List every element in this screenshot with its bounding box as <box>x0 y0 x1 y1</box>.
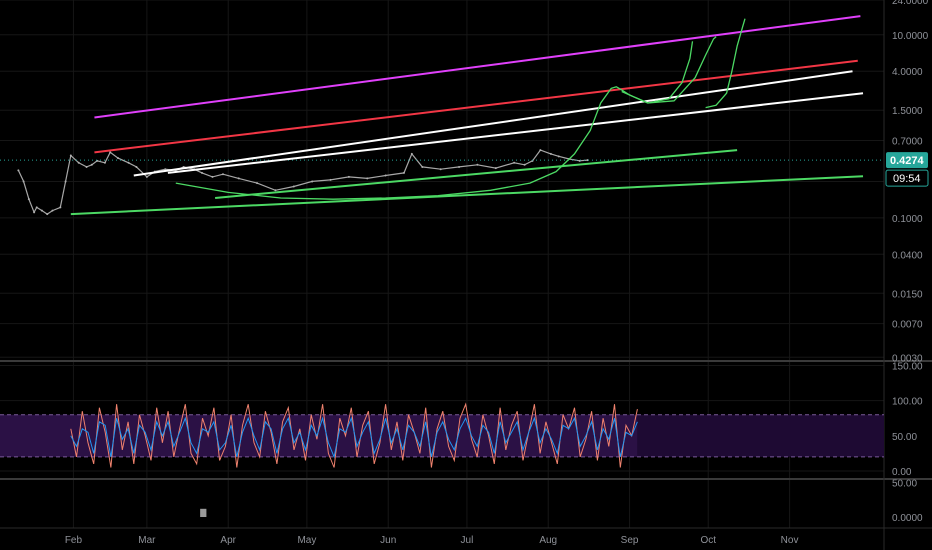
countdown-label: 09:54 <box>893 173 921 185</box>
x-tick-label: Aug <box>539 535 557 546</box>
trendline[interactable] <box>167 92 864 174</box>
price-point <box>40 209 43 212</box>
price-point <box>59 206 62 209</box>
projection-curve[interactable] <box>621 41 694 104</box>
price-point <box>64 180 67 183</box>
price-point <box>347 175 350 178</box>
oscillator-tick-label: 100.00 <box>892 397 923 408</box>
price-label-badge <box>886 152 928 169</box>
x-tick-label: Sep <box>621 535 639 546</box>
price-point <box>46 213 49 216</box>
price-tick-label: 0.1000 <box>892 214 923 225</box>
price-point <box>476 163 479 166</box>
oscillator-line[interactable] <box>70 416 638 459</box>
price-tick-label: 1.5000 <box>892 106 923 117</box>
volume-bar <box>200 508 207 517</box>
price-point <box>145 175 148 178</box>
x-tick-label: Mar <box>138 535 156 546</box>
price-tick-label: 24.0000 <box>892 0 929 7</box>
price-point <box>117 157 120 160</box>
price-point <box>513 161 516 164</box>
price-point <box>109 151 112 154</box>
price-point <box>384 174 387 177</box>
price-point <box>439 168 442 171</box>
price-tick-label: 0.0400 <box>892 250 923 261</box>
price-point <box>135 165 138 168</box>
price-tick-label: 0.0030 <box>892 353 923 364</box>
x-tick-label: May <box>297 535 316 546</box>
price-point <box>77 161 80 164</box>
price-point <box>22 180 25 183</box>
oscillator-tick-label: 0.00 <box>892 467 912 478</box>
price-point <box>103 161 106 164</box>
price-point <box>127 161 130 164</box>
x-tick-label: Jul <box>461 535 474 546</box>
price-tick-label: 0.7000 <box>892 137 923 148</box>
price-point <box>402 171 405 174</box>
price-point <box>523 163 526 166</box>
trendline[interactable] <box>215 149 738 199</box>
price-point <box>211 175 214 178</box>
price-tick-label: 0.0150 <box>892 289 923 300</box>
x-tick-label: Feb <box>65 535 83 546</box>
price-point <box>85 165 88 168</box>
price-point <box>539 149 542 152</box>
price-tick-label: 0.0070 <box>892 320 923 331</box>
price-point <box>164 168 167 171</box>
oscillator-band <box>0 414 638 457</box>
x-tick-label: Nov <box>781 535 799 546</box>
price-point <box>458 165 461 168</box>
price-point <box>329 178 332 181</box>
price-point <box>549 152 552 155</box>
trendline[interactable] <box>94 15 861 119</box>
countdown-badge <box>885 169 929 187</box>
price-label: 0.4274 <box>890 155 925 167</box>
oscillator-band-future <box>637 414 884 457</box>
projection-curve[interactable] <box>705 18 746 109</box>
price-point <box>311 180 314 183</box>
trendline[interactable] <box>70 175 864 216</box>
price-point <box>237 177 240 180</box>
price-point <box>494 167 497 170</box>
x-tick-label: Oct <box>700 535 716 546</box>
price-tick-label: 4.0000 <box>892 67 923 78</box>
price-point <box>410 152 413 155</box>
price-point <box>35 206 38 209</box>
price-point <box>27 198 30 201</box>
oscillator-tick-label: 50.00 <box>892 432 917 443</box>
volume-tick-label: 0.0000 <box>892 513 923 524</box>
volume-tick-label: 50.00 <box>892 478 917 489</box>
price-point <box>256 182 259 185</box>
x-tick-label: Jun <box>380 535 396 546</box>
price-point <box>33 211 36 214</box>
price-series-line[interactable] <box>17 149 588 215</box>
price-point <box>292 185 295 188</box>
price-point <box>557 155 560 158</box>
price-point <box>51 209 54 212</box>
price-point <box>90 163 93 166</box>
price-point <box>421 165 424 168</box>
price-point <box>366 177 369 180</box>
x-tick-label: Apr <box>220 535 236 546</box>
oscillator-tick-label: 150.00 <box>892 362 923 373</box>
trendline[interactable] <box>133 70 853 177</box>
price-tick-label: 10.0000 <box>892 31 929 42</box>
price-point <box>274 189 277 192</box>
price-point <box>69 154 72 157</box>
price-point <box>17 169 20 172</box>
price-point <box>200 171 203 174</box>
price-point <box>221 173 224 176</box>
projection-curve[interactable] <box>175 36 717 200</box>
